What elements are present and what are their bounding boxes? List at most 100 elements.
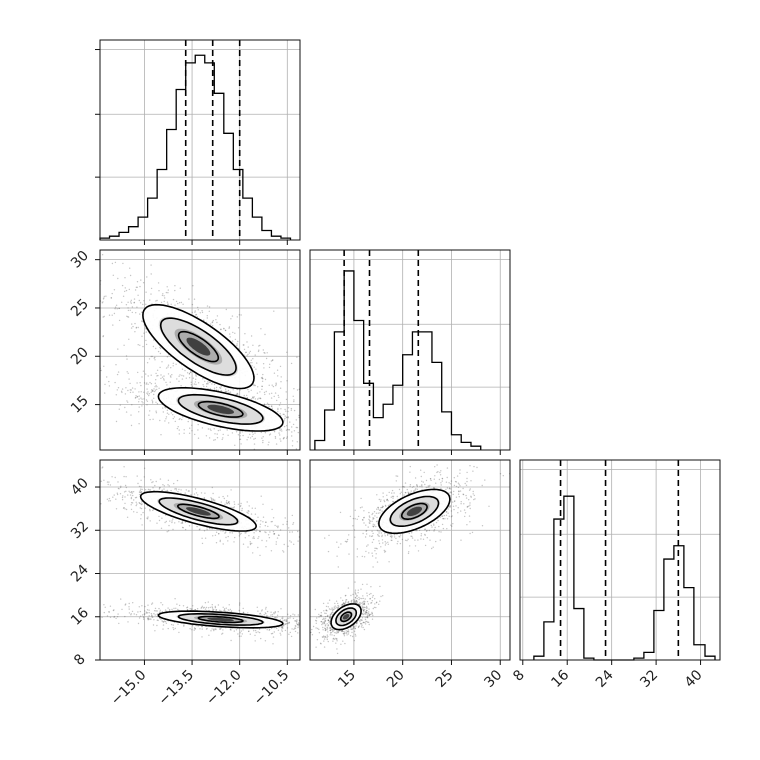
scatter-point <box>457 493 460 495</box>
scatter-point <box>191 424 193 426</box>
scatter-point <box>124 508 126 510</box>
scatter-point <box>124 287 127 289</box>
scatter-point <box>164 297 166 299</box>
scatter-point <box>261 385 263 388</box>
scatter-point <box>201 310 203 312</box>
scatter-point <box>67 469 68 470</box>
scatter-point <box>352 626 355 628</box>
y-tick-label: 20 <box>68 344 92 368</box>
scatter-point <box>337 631 340 634</box>
scatter-point <box>242 629 244 631</box>
scatter-point <box>108 380 110 383</box>
y-tick-label: 40 <box>68 475 92 499</box>
scatter-point <box>127 307 129 309</box>
scatter-point <box>393 534 396 536</box>
scatter-point <box>296 426 299 429</box>
scatter-point <box>373 606 376 609</box>
scatter-point <box>153 613 155 615</box>
scatter-point <box>242 612 245 614</box>
scatter-point <box>207 428 210 430</box>
scatter-point <box>460 503 462 505</box>
scatter-point <box>356 548 359 550</box>
scatter-point <box>321 551 322 552</box>
scatter-point <box>102 466 104 468</box>
scatter-point <box>126 358 128 360</box>
scatter-point <box>295 621 298 623</box>
scatter-point <box>151 614 153 616</box>
scatter-point <box>161 294 164 297</box>
scatter-point <box>122 262 124 265</box>
scatter-point <box>370 602 372 604</box>
scatter-point <box>390 496 392 498</box>
scatter-point <box>168 413 170 415</box>
scatter-point <box>434 466 436 468</box>
scatter-point <box>269 531 271 533</box>
scatter-point <box>133 499 135 501</box>
scatter-point <box>297 623 299 626</box>
scatter-point <box>296 356 298 358</box>
scatter-point <box>361 624 363 627</box>
scatter-point <box>137 622 140 625</box>
scatter-point <box>138 406 140 408</box>
scatter-point <box>117 277 119 280</box>
scatter-point <box>382 496 384 498</box>
scatter-point <box>148 393 151 395</box>
scatter-point <box>329 615 331 618</box>
scatter-point <box>156 388 158 391</box>
scatter-point <box>246 355 248 357</box>
scatter-point <box>117 387 120 389</box>
scatter-point <box>385 505 387 507</box>
scatter-point <box>117 371 120 373</box>
scatter-point <box>433 487 435 489</box>
scatter-point <box>229 608 231 611</box>
scatter-point <box>194 488 197 490</box>
scatter-point <box>460 510 462 512</box>
scatter-point <box>201 625 203 628</box>
scatter-point <box>289 631 291 634</box>
scatter-point <box>138 606 140 608</box>
scatter-point <box>188 373 191 375</box>
scatter-point <box>320 408 321 409</box>
scatter-point <box>465 494 467 497</box>
scatter-point <box>363 602 365 605</box>
scatter-point <box>162 624 165 626</box>
scatter-point <box>452 493 454 496</box>
scatter-point <box>127 316 129 318</box>
scatter-point <box>118 488 120 490</box>
scatter-point <box>287 417 289 419</box>
scatter-point <box>124 604 126 606</box>
scatter-point <box>311 620 312 621</box>
scatter-point <box>154 356 156 359</box>
scatter-point <box>84 604 85 605</box>
scatter-point <box>399 536 401 538</box>
scatter-point <box>260 520 262 522</box>
scatter-point <box>449 506 451 508</box>
scatter-point <box>329 616 332 618</box>
scatter-point <box>94 309 95 310</box>
contour-line <box>177 330 220 363</box>
scatter-point <box>103 295 106 298</box>
scatter-point <box>174 285 176 287</box>
scatter-point <box>304 629 305 630</box>
scatter-point <box>186 609 189 611</box>
scatter-point <box>211 628 213 630</box>
scatter-point <box>162 407 164 409</box>
scatter-point <box>213 629 215 632</box>
scatter-point <box>263 367 265 369</box>
scatter-point <box>190 381 192 383</box>
scatter-point <box>391 539 393 542</box>
scatter-point <box>262 378 264 380</box>
scatter-point <box>303 418 304 419</box>
scatter-point <box>293 399 295 401</box>
scatter-point <box>281 617 283 619</box>
scatter-point <box>502 475 504 477</box>
scatter-point <box>326 610 328 612</box>
scatter-point <box>125 486 128 489</box>
scatter-point <box>455 481 457 483</box>
scatter-point <box>381 506 383 509</box>
scatter-point <box>167 373 170 375</box>
scatter-point <box>130 508 133 511</box>
scatter-point <box>370 535 373 538</box>
scatter-point <box>139 610 142 613</box>
scatter-point <box>112 324 114 326</box>
